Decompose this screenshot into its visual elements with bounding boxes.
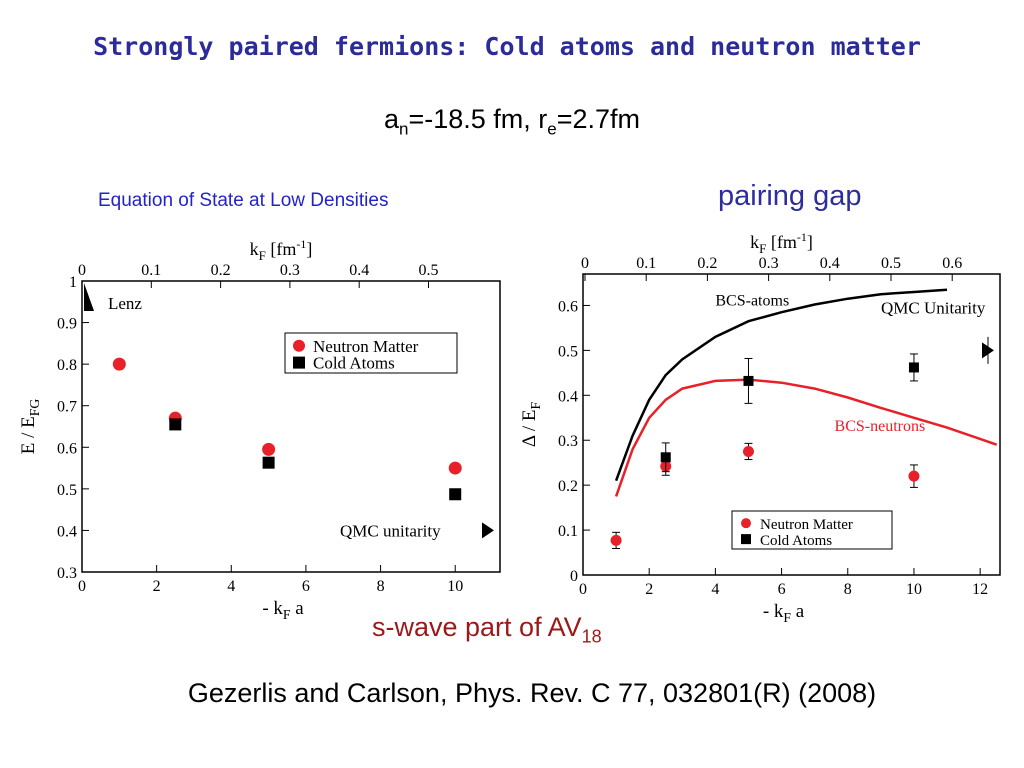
eos-y-tick-label: 0.8 [57,357,77,374]
gap-x-axis-label: - kF a [763,601,805,625]
eos-top-tick-label: 0.5 [419,262,439,279]
swave-text: s-wave part of AV [372,612,582,642]
gap-y-tick-label: 0.6 [558,298,578,315]
eos-legend-neutron-label: Neutron Matter [313,337,419,356]
param-r-subscript: e [547,119,557,139]
eos-x-tick-label: 10 [447,578,463,595]
bcs-atoms-label: BCS-atoms [715,292,789,309]
gap-y-tick-label: 0.1 [558,523,578,540]
eos-legend-box [284,332,458,374]
eos-y-tick-label: 0.9 [57,316,77,333]
gap-x-tick-label: 0 [579,581,587,598]
eos-cold-atoms-point [169,418,182,431]
eos-chart-title: Equation of State at Low Densities [98,190,389,211]
pairing-gap-label: pairing gap [718,180,862,212]
eos-y-tick-label: 0.4 [57,523,77,540]
eos-lenz-label: Lenz [108,294,142,313]
eos-qmc-arrow-marker [482,522,494,539]
gap-legend-neutron-label: Neutron Matter [760,517,853,533]
eos-cold-atoms-point [449,488,462,501]
gap-x-tick-label: 2 [645,581,653,598]
eos-neutron-matter-point [262,442,276,456]
eos-plot-frame [81,280,501,573]
eos-top-tick-label: 0.3 [280,262,300,279]
eos-qmc-label: QMC unitarity [340,521,441,540]
gap-cold-atoms-point [660,452,671,463]
gap-top-tick-label: 0.1 [636,255,656,272]
eos-y-axis-label: E / EFG [18,399,42,455]
gap-top-tick-label: 0.5 [881,255,901,272]
gap-top-tick-label: 0.3 [759,255,779,272]
eos-top-axis-label: kF [fm-1] [250,237,313,263]
gap-y-tick-label: 0.4 [558,388,578,405]
param-a-value: =-18.5 fm, r [408,104,548,134]
eos-y-tick-label: 0.7 [57,399,77,416]
gap-x-tick-label: 4 [711,581,719,598]
eos-top-tick-label: 0.4 [349,262,369,279]
scattering-parameters: an=-18.5 fm, re=2.7fm [0,104,1024,139]
gap-top-axis-label: kF [fm-1] [750,230,813,256]
gap-top-tick-label: 0.6 [942,255,962,272]
gap-x-tick-label: 8 [844,581,852,598]
gap-top-tick-label: 0.2 [697,255,717,272]
eos-legend-neutron-marker [293,339,305,352]
gap-x-tick-label: 12 [972,581,988,598]
eos-x-tick-label: 4 [227,578,235,595]
bcs-atoms-curve [614,288,948,482]
gap-y-tick-label: 0.2 [558,478,578,495]
eos-y-tick-label: 0.5 [57,482,77,499]
param-a-subscript: n [399,119,409,139]
eos-y-tick-label: 0.3 [57,565,77,582]
gap-legend-cold-atoms-label: Cold Atoms [760,533,832,549]
gap-qmc-label: QMC Unitarity [881,299,986,318]
gap-cold-atoms-point [743,375,754,386]
eos-y-tick-label: 0.6 [57,440,77,457]
gap-top-tick-label: 0 [581,255,589,272]
eos-y-tick-label: 1 [69,274,77,291]
eos-legend-cold-atoms-marker [293,356,305,369]
eos-lenz-marker [84,283,94,311]
param-r-value: =2.7fm [556,104,641,134]
eos-x-tick-label: 2 [153,578,161,595]
eos-cold-atoms-point [262,456,275,469]
slide-title: Strongly paired fermions: Cold atoms and… [93,32,921,61]
gap-legend-neutron-marker [741,518,751,529]
eos-x-tick-label: 6 [302,578,310,595]
gap-y-tick-label: 0 [570,568,578,585]
gap-cold-atoms-point [908,362,919,373]
gap-neutron-matter-point [610,534,622,546]
swave-subscript: 18 [581,626,602,647]
gap-x-tick-label: 10 [906,581,922,598]
eos-neutron-matter-point [448,461,462,475]
gap-top-tick-label: 0.4 [820,255,840,272]
eos-x-tick-label: 0 [78,578,86,595]
swave-caption: s-wave part of AV18 [372,612,602,647]
param-a: a [383,104,399,134]
gap-legend-box [731,510,893,550]
eos-top-tick-label: 0.1 [141,262,161,279]
citation: Gezerlis and Carlson, Phys. Rev. C 77, 0… [187,678,877,708]
gap-legend-cold-atoms-marker [741,534,751,545]
gap-neutron-matter-point [908,470,920,482]
eos-legend-cold-atoms-label: Cold Atoms [313,354,395,373]
eos-top-tick-label: 0 [78,262,86,279]
bcs-neutrons-curve [614,378,998,497]
gap-x-tick-label: 6 [778,581,786,598]
eos-neutron-matter-point [112,357,126,371]
bcs-neutrons-label: BCS-neutrons [835,418,926,435]
gap-plot-frame [582,273,1001,576]
eos-x-tick-label: 8 [377,578,385,595]
gap-y-axis-label: Δ / EF [519,402,543,448]
eos-top-tick-label: 0.2 [211,262,231,279]
gap-y-tick-label: 0.5 [558,343,578,360]
gap-neutron-matter-point [742,445,754,457]
eos-x-axis-label: - kF a [262,598,304,622]
gap-y-tick-label: 0.3 [558,433,578,450]
